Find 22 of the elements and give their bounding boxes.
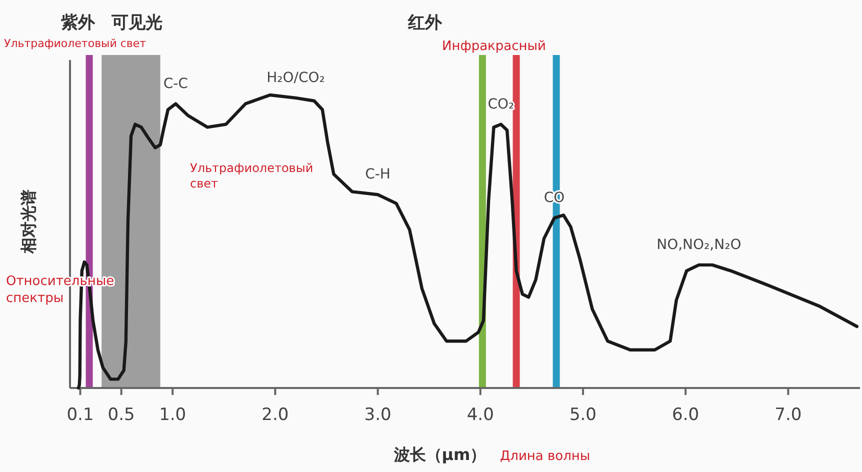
x-tick-label: 5.0: [569, 405, 597, 425]
x-tick-label: 1.0: [159, 405, 186, 425]
y-axis-title: 相对光谱: [19, 190, 38, 254]
x-tick-label: 0.5: [108, 405, 135, 425]
x-tick-label: 2.0: [262, 405, 289, 425]
text: 红外: [407, 13, 443, 33]
text: Длина волны: [500, 449, 590, 464]
x-tick-label: 0.1: [66, 405, 94, 425]
x-tick-label: 7.0: [774, 405, 802, 425]
annotation: C-C: [163, 76, 188, 92]
text: Инфракрасный: [442, 39, 546, 54]
annotation: H₂O/CO₂: [266, 70, 325, 86]
x-tick-label: 3.0: [364, 405, 392, 425]
text: Ультрафиолетовый свет: [4, 37, 147, 50]
annotation: Ультрафиолетовый свет: [190, 161, 314, 191]
annotation: NO,NO₂,N₂O: [656, 236, 742, 253]
x-axis-title: 波长（μm）: [392, 445, 486, 464]
x-tick-label: 4.0: [466, 405, 494, 425]
annotation: C-H: [365, 166, 390, 183]
x-tick-label: 6.0: [672, 405, 700, 425]
band-label: 可见光: [110, 13, 162, 33]
text: 紫外: [60, 13, 96, 33]
